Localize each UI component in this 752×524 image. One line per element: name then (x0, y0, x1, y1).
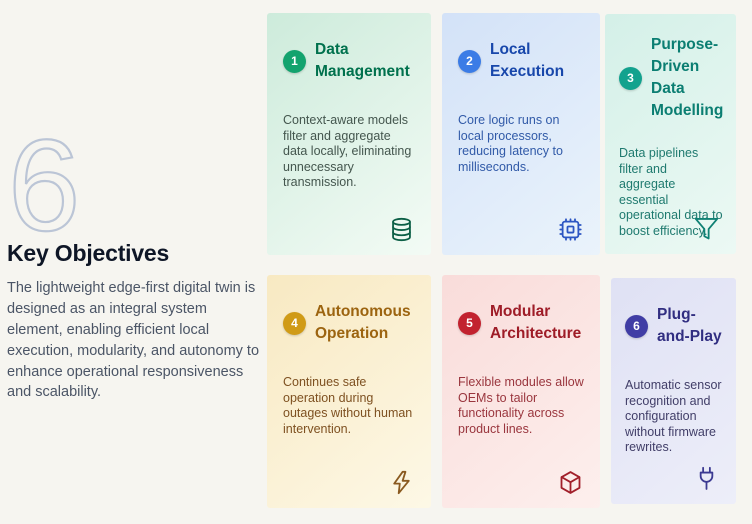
funnel-icon (693, 215, 720, 242)
number-badge: 4 (283, 311, 306, 335)
card-title: Data Management (315, 41, 410, 80)
card-description: Data pipelines filter and aggregate esse… (619, 146, 723, 238)
card-title: Plug-and-Play (657, 306, 722, 345)
card-header: 2 Local Execution (458, 33, 584, 89)
big-number-6: 6 (7, 112, 82, 258)
card-description: Continues safe operation during outages … (283, 375, 413, 436)
card-title: Purpose-Driven Data Modelling (651, 36, 724, 119)
card-title: Local Execution (490, 41, 565, 80)
card-autonomous-operation: 4 Autonomous Operation Continues safe op… (267, 275, 431, 508)
number-badge: 1 (283, 49, 306, 73)
left-panel: 6 Key Objectives The lightweight edge-fi… (0, 0, 262, 524)
card-header: 5 Modular Architecture (458, 295, 584, 351)
card-title: Autonomous Operation (315, 303, 411, 342)
card-plug-and-play: 6 Plug-and-Play Automatic sensor recogni… (611, 278, 736, 504)
database-icon (388, 216, 415, 243)
card-purpose-driven-data-modelling: 3 Purpose-Driven Data Modelling Data pip… (605, 14, 736, 254)
card-header: 3 Purpose-Driven Data Modelling (619, 34, 724, 122)
number-badge: 3 (619, 66, 642, 90)
card-description: Context-aware models filter and aggregat… (283, 113, 412, 189)
lightning-icon (388, 469, 415, 496)
page-description: The lightweight edge-first digital twin … (7, 280, 260, 401)
card-modular-architecture: 5 Modular Architecture Flexible modules … (442, 275, 600, 508)
card-description: Core logic runs on local processors, red… (458, 113, 563, 174)
cube-icon (557, 469, 584, 496)
card-header: 1 Data Management (283, 33, 415, 89)
cpu-icon (557, 216, 584, 243)
card-header: 4 Autonomous Operation (283, 295, 415, 351)
card-title: Modular Architecture (490, 303, 582, 342)
number-badge: 5 (458, 311, 481, 335)
card-local-execution: 2 Local Execution Core logic runs on loc… (442, 13, 600, 255)
card-data-management: 1 Data Management Context-aware models f… (267, 13, 431, 255)
card-description: Flexible modules allow OEMs to tailor fu… (458, 375, 584, 436)
page-title: Key Objectives (7, 240, 170, 266)
plug-icon (693, 465, 720, 492)
number-badge: 2 (458, 49, 481, 73)
number-badge: 6 (625, 314, 648, 338)
card-description: Automatic sensor recognition and configu… (625, 378, 722, 454)
card-header: 6 Plug-and-Play (625, 298, 725, 354)
